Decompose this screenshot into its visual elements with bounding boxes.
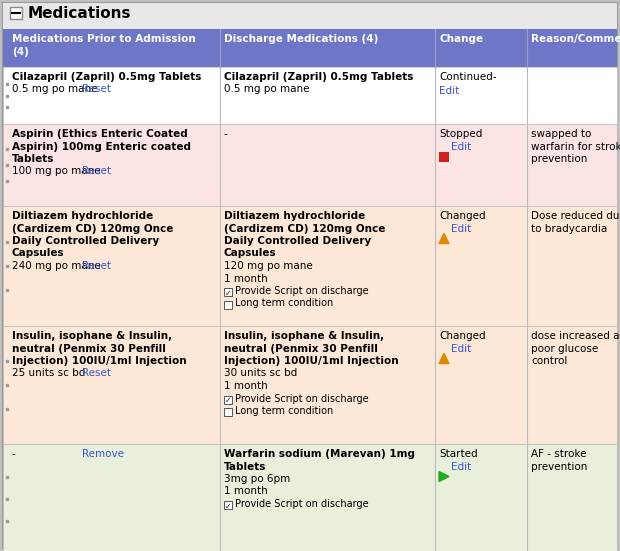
Text: Stopped: Stopped xyxy=(439,129,482,139)
Text: Reset: Reset xyxy=(82,369,111,379)
Text: neutral (Penmix 30 Penfill: neutral (Penmix 30 Penfill xyxy=(224,343,378,354)
Text: Daily Controlled Delivery: Daily Controlled Delivery xyxy=(224,236,371,246)
Text: 0.5 mg po mane: 0.5 mg po mane xyxy=(224,84,309,95)
Text: 120 mg po mane: 120 mg po mane xyxy=(224,261,312,271)
Text: 25 units sc bd: 25 units sc bd xyxy=(12,369,86,379)
Polygon shape xyxy=(439,234,449,244)
Text: warfarin for stroke: warfarin for stroke xyxy=(531,142,620,152)
Text: 100 mg po mane: 100 mg po mane xyxy=(12,166,100,176)
Text: Discharge Medications (4): Discharge Medications (4) xyxy=(224,34,378,44)
Text: Diltiazem hydrochloride: Diltiazem hydrochloride xyxy=(12,211,153,221)
Text: (Cardizem CD) 120mg Once: (Cardizem CD) 120mg Once xyxy=(224,224,386,234)
Text: Aspirin (Ethics Enteric Coated: Aspirin (Ethics Enteric Coated xyxy=(12,129,188,139)
Text: Warfarin sodium (Marevan) 1mg: Warfarin sodium (Marevan) 1mg xyxy=(224,449,415,459)
Text: (Cardizem CD) 120mg Once: (Cardizem CD) 120mg Once xyxy=(12,224,174,234)
Text: Edit: Edit xyxy=(451,344,471,354)
Text: ✓: ✓ xyxy=(225,396,231,406)
Text: -: - xyxy=(12,449,16,459)
Bar xyxy=(224,288,232,296)
Text: 1 month: 1 month xyxy=(224,487,268,496)
Text: Long term condition: Long term condition xyxy=(235,406,334,416)
Text: Insulin, isophane & Insulin,: Insulin, isophane & Insulin, xyxy=(224,331,384,341)
Text: Reason/Comment: Reason/Comment xyxy=(531,34,620,44)
Bar xyxy=(3,326,617,444)
Text: Provide Script on discharge: Provide Script on discharge xyxy=(235,286,369,296)
Bar xyxy=(3,67,617,124)
Bar xyxy=(3,29,617,67)
Bar xyxy=(3,206,617,326)
Text: poor glucose: poor glucose xyxy=(531,343,598,354)
Text: Remove: Remove xyxy=(82,449,124,459)
Text: control: control xyxy=(531,356,567,366)
Bar xyxy=(224,408,232,416)
Text: Reset: Reset xyxy=(82,261,111,271)
Polygon shape xyxy=(439,354,449,364)
Text: Injection) 100IU/1ml Injection: Injection) 100IU/1ml Injection xyxy=(12,356,187,366)
Text: Edit: Edit xyxy=(451,143,471,153)
Text: neutral (Penmix 30 Penfill: neutral (Penmix 30 Penfill xyxy=(12,343,166,354)
Text: AF - stroke: AF - stroke xyxy=(531,449,587,459)
Bar xyxy=(224,300,232,309)
Bar xyxy=(439,152,449,161)
Text: -: - xyxy=(224,129,228,139)
Text: Reset: Reset xyxy=(82,166,111,176)
Text: Edit: Edit xyxy=(451,224,471,235)
Text: prevention: prevention xyxy=(531,154,587,164)
Text: ✓: ✓ xyxy=(225,502,231,511)
Text: Medications: Medications xyxy=(28,6,131,21)
Text: (4): (4) xyxy=(12,47,29,57)
Bar xyxy=(224,501,232,509)
Text: 3mg po 6pm: 3mg po 6pm xyxy=(224,474,290,484)
Text: Dose reduced due: Dose reduced due xyxy=(531,211,620,221)
Text: Aspirin) 100mg Enteric coated: Aspirin) 100mg Enteric coated xyxy=(12,142,191,152)
Text: Changed: Changed xyxy=(439,331,485,341)
Bar xyxy=(224,396,232,403)
Polygon shape xyxy=(439,472,449,482)
Text: Change: Change xyxy=(439,34,483,44)
Text: prevention: prevention xyxy=(531,462,587,472)
Text: Diltiazem hydrochloride: Diltiazem hydrochloride xyxy=(224,211,365,221)
Bar xyxy=(3,3,617,29)
Text: 240 mg po mane: 240 mg po mane xyxy=(12,261,100,271)
Text: Capsules: Capsules xyxy=(224,249,277,258)
Bar xyxy=(3,444,617,551)
Text: Capsules: Capsules xyxy=(12,249,64,258)
Text: Daily Controlled Delivery: Daily Controlled Delivery xyxy=(12,236,159,246)
Text: Started: Started xyxy=(439,449,477,459)
Text: swapped to: swapped to xyxy=(531,129,591,139)
Text: Reset: Reset xyxy=(82,84,111,95)
Text: Provide Script on discharge: Provide Script on discharge xyxy=(235,393,369,403)
Text: Changed: Changed xyxy=(439,211,485,221)
Text: to bradycardia: to bradycardia xyxy=(531,224,607,234)
Text: Tablets: Tablets xyxy=(224,462,267,472)
Text: 30 units sc bd: 30 units sc bd xyxy=(224,369,297,379)
Bar xyxy=(10,7,22,19)
Text: Cilazapril (Zapril) 0.5mg Tablets: Cilazapril (Zapril) 0.5mg Tablets xyxy=(224,72,414,82)
Text: Medications Prior to Admission: Medications Prior to Admission xyxy=(12,34,196,44)
Text: 1 month: 1 month xyxy=(224,273,268,284)
Bar xyxy=(3,124,617,206)
Text: Injection) 100IU/1ml Injection: Injection) 100IU/1ml Injection xyxy=(224,356,399,366)
Text: 0.5 mg po mane: 0.5 mg po mane xyxy=(12,84,97,95)
Text: 1 month: 1 month xyxy=(224,381,268,391)
Text: Continued-: Continued- xyxy=(439,72,497,82)
Text: Provide Script on discharge: Provide Script on discharge xyxy=(235,499,369,509)
Text: Insulin, isophane & Insulin,: Insulin, isophane & Insulin, xyxy=(12,331,172,341)
Text: Long term condition: Long term condition xyxy=(235,299,334,309)
Text: ✓: ✓ xyxy=(225,289,231,298)
Text: Cilazapril (Zapril) 0.5mg Tablets: Cilazapril (Zapril) 0.5mg Tablets xyxy=(12,72,202,82)
Text: Tablets: Tablets xyxy=(12,154,55,164)
Text: Edit: Edit xyxy=(439,85,459,95)
Text: Edit: Edit xyxy=(451,462,471,473)
Text: dose increased as: dose increased as xyxy=(531,331,620,341)
